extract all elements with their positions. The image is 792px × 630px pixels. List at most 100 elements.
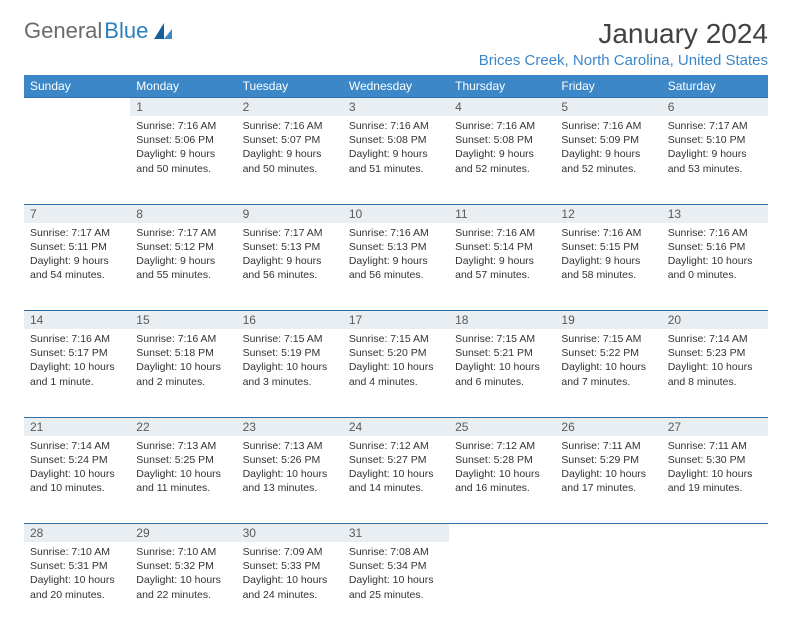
daylight-text: Daylight: 9 hours and 52 minutes.: [561, 147, 655, 175]
day-number: 22: [130, 417, 236, 436]
sunrise-text: Sunrise: 7:16 AM: [668, 226, 762, 240]
day-content-row: Sunrise: 7:17 AM Sunset: 5:11 PM Daylight:…: [24, 223, 768, 311]
daylight-text: Daylight: 10 hours and 8 minutes.: [668, 360, 762, 388]
daylight-text: Daylight: 10 hours and 25 minutes.: [349, 573, 443, 601]
daylight-text: Daylight: 10 hours and 10 minutes.: [30, 467, 124, 495]
day-content-empty: [662, 542, 768, 630]
sunset-text: Sunset: 5:29 PM: [561, 453, 655, 467]
sunset-text: Sunset: 5:32 PM: [136, 559, 230, 573]
sunrise-text: Sunrise: 7:15 AM: [455, 332, 549, 346]
day-content: Sunrise: 7:16 AMSunset: 5:08 PMDaylight:…: [449, 116, 555, 204]
day-content: Sunrise: 7:16 AMSunset: 5:08 PMDaylight:…: [343, 116, 449, 204]
day-number: 9: [237, 204, 343, 223]
day-number: 19: [555, 311, 661, 330]
daylight-text: Daylight: 10 hours and 16 minutes.: [455, 467, 549, 495]
sunrise-text: Sunrise: 7:08 AM: [349, 545, 443, 559]
daylight-text: Daylight: 10 hours and 1 minute.: [30, 360, 124, 388]
sunrise-text: Sunrise: 7:14 AM: [668, 332, 762, 346]
sunset-text: Sunset: 5:22 PM: [561, 346, 655, 360]
weekday-header: Tuesday: [237, 75, 343, 98]
sunset-text: Sunset: 5:33 PM: [243, 559, 337, 573]
day-number: 30: [237, 524, 343, 543]
sunrise-text: Sunrise: 7:16 AM: [455, 119, 549, 133]
day-content: Sunrise: 7:16 AMSunset: 5:14 PMDaylight:…: [449, 223, 555, 311]
day-number: 6: [662, 98, 768, 117]
day-number: 31: [343, 524, 449, 543]
day-content: Sunrise: 7:09 AMSunset: 5:33 PMDaylight:…: [237, 542, 343, 630]
day-content: Sunrise: 7:16 AMSunset: 5:13 PMDaylight:…: [343, 223, 449, 311]
weekday-header: Sunday: [24, 75, 130, 98]
day-number: 21: [24, 417, 130, 436]
sunset-text: Sunset: 5:13 PM: [243, 240, 337, 254]
sunrise-text: Sunrise: 7:12 AM: [349, 439, 443, 453]
day-number: 2: [237, 98, 343, 117]
sunset-text: Sunset: 5:10 PM: [668, 133, 762, 147]
weekday-header: Saturday: [662, 75, 768, 98]
sunrise-text: Sunrise: 7:10 AM: [136, 545, 230, 559]
sunset-text: Sunset: 5:25 PM: [136, 453, 230, 467]
day-number: 29: [130, 524, 236, 543]
day-content: Sunrise: 7:14 AMSunset: 5:24 PMDaylight:…: [24, 436, 130, 524]
sunset-text: Sunset: 5:11 PM: [30, 240, 124, 254]
day-content-empty: [24, 116, 130, 204]
sunset-text: Sunset: 5:15 PM: [561, 240, 655, 254]
sunrise-text: Sunrise: 7:13 AM: [136, 439, 230, 453]
day-number: 4: [449, 98, 555, 117]
day-number: 16: [237, 311, 343, 330]
sunrise-text: Sunrise: 7:16 AM: [349, 226, 443, 240]
day-number-row: 21222324252627: [24, 417, 768, 436]
day-number: 7: [24, 204, 130, 223]
day-number: 8: [130, 204, 236, 223]
daylight-text: Daylight: 10 hours and 22 minutes.: [136, 573, 230, 601]
sunset-text: Sunset: 5:20 PM: [349, 346, 443, 360]
sunrise-text: Sunrise: 7:16 AM: [349, 119, 443, 133]
day-content: Sunrise: 7:16 AMSunset: 5:15 PMDaylight:…: [555, 223, 661, 311]
sunset-text: Sunset: 5:31 PM: [30, 559, 124, 573]
weekday-header: Monday: [130, 75, 236, 98]
sunrise-text: Sunrise: 7:17 AM: [243, 226, 337, 240]
sunrise-text: Sunrise: 7:12 AM: [455, 439, 549, 453]
day-number: 23: [237, 417, 343, 436]
day-content-row: Sunrise: 7:16 AMSunset: 5:06 PMDaylight:…: [24, 116, 768, 204]
day-content: Sunrise: 7:08 AMSunset: 5:34 PMDaylight:…: [343, 542, 449, 630]
day-number-empty: [449, 524, 555, 543]
sunrise-text: Sunrise: 7:09 AM: [243, 545, 337, 559]
day-content: Sunrise: 7:15 AMSunset: 5:22 PMDaylight:…: [555, 329, 661, 417]
day-number: 17: [343, 311, 449, 330]
sunrise-text: Sunrise: 7:16 AM: [30, 332, 124, 346]
sunrise-text: Sunrise: 7:16 AM: [561, 119, 655, 133]
day-number-row: 28293031: [24, 524, 768, 543]
sunset-text: Sunset: 5:28 PM: [455, 453, 549, 467]
daylight-text: Daylight: 9 hours and 51 minutes.: [349, 147, 443, 175]
day-number: 26: [555, 417, 661, 436]
day-content: Sunrise: 7:10 AMSunset: 5:31 PMDaylight:…: [24, 542, 130, 630]
sunset-text: Sunset: 5:18 PM: [136, 346, 230, 360]
sunset-text: Sunset: 5:16 PM: [668, 240, 762, 254]
day-content: Sunrise: 7:17 AMSunset: 5:10 PMDaylight:…: [662, 116, 768, 204]
day-content: Sunrise: 7:13 AMSunset: 5:26 PMDaylight:…: [237, 436, 343, 524]
day-content: Sunrise: 7:14 AMSunset: 5:23 PMDaylight:…: [662, 329, 768, 417]
day-content: Sunrise: 7:16 AMSunset: 5:06 PMDaylight:…: [130, 116, 236, 204]
sunrise-text: Sunrise: 7:16 AM: [136, 119, 230, 133]
daylight-text: Daylight: 10 hours and 2 minutes.: [136, 360, 230, 388]
day-content-row: Sunrise: 7:10 AM Sunset: 5:31 PM Daylight:…: [24, 542, 768, 630]
daylight-text: Daylight: 9 hours and 58 minutes.: [561, 254, 655, 282]
sunrise-text: Sunrise: 7:15 AM: [349, 332, 443, 346]
day-number: 15: [130, 311, 236, 330]
daylight-text: Daylight: 10 hours and 19 minutes.: [668, 467, 762, 495]
sunrise-text: Sunrise: 7:16 AM: [243, 119, 337, 133]
sunset-text: Sunset: 5:19 PM: [243, 346, 337, 360]
day-number: 27: [662, 417, 768, 436]
sunset-text: Sunset: 5:07 PM: [243, 133, 337, 147]
sunset-text: Sunset: 5:09 PM: [561, 133, 655, 147]
sunset-text: Sunset: 5:24 PM: [30, 453, 124, 467]
daylight-text: Daylight: 10 hours and 24 minutes.: [243, 573, 337, 601]
day-content: Sunrise: 7:11 AMSunset: 5:29 PMDaylight:…: [555, 436, 661, 524]
sunset-text: Sunset: 5:06 PM: [136, 133, 230, 147]
day-content: Sunrise: 7:16 AMSunset: 5:16 PMDaylight:…: [662, 223, 768, 311]
daylight-text: Daylight: 10 hours and 7 minutes.: [561, 360, 655, 388]
day-number-row: 14151617181920: [24, 311, 768, 330]
day-content: Sunrise: 7:12 AMSunset: 5:27 PMDaylight:…: [343, 436, 449, 524]
daylight-text: Daylight: 10 hours and 13 minutes.: [243, 467, 337, 495]
sunset-text: Sunset: 5:08 PM: [455, 133, 549, 147]
